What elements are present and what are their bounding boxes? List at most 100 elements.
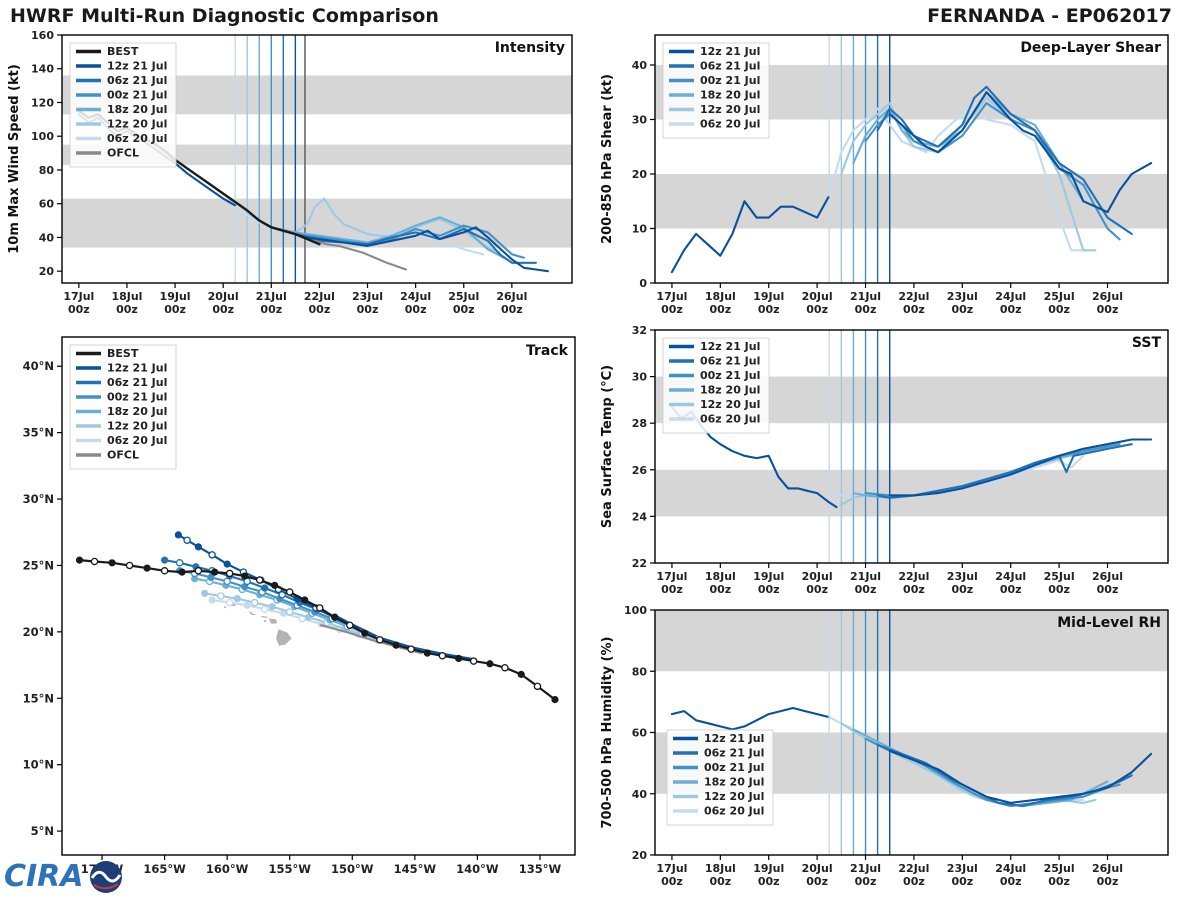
shear-ytick-label: 20	[632, 168, 648, 181]
storm-title: FERNANDA - EP062017	[927, 5, 1172, 27]
track-fix-marker-open	[225, 598, 234, 607]
intensity-legend-label: 00z 21 Jul	[107, 89, 167, 102]
page-title: HWRF Multi-Run Diagnostic Comparison	[10, 5, 439, 27]
shear-legend-box	[662, 42, 770, 139]
sst-ytick-label: 32	[632, 324, 647, 337]
track-fix-marker-open	[194, 567, 203, 575]
cira-logo: CIRA	[4, 859, 122, 894]
track-legend-label: OFCL	[107, 449, 139, 462]
track-fix-marker-open	[501, 663, 509, 672]
track-fix-marker	[361, 629, 369, 637]
rh-ytick-label: 40	[632, 788, 648, 801]
track-fix-marker	[75, 556, 84, 564]
shear-ytick-label: 30	[632, 113, 648, 126]
intensity-ytick-label: 60	[39, 198, 55, 211]
intensity-series-12z 21 Jul	[294, 226, 549, 273]
intensity-legend-label: 06z 21 Jul	[107, 74, 167, 87]
shear-legend-label: 12z 20 Jul	[700, 103, 760, 116]
shear-shaded-band	[655, 173, 1168, 229]
track-fix-marker-open	[125, 561, 134, 570]
track-fix-marker	[194, 543, 202, 551]
track-ytick-label: 5°N	[31, 824, 54, 838]
shear-ytick-label: 40	[632, 59, 648, 72]
intensity-legend-label: 12z 20 Jul	[107, 118, 167, 131]
shear-axes-border	[654, 34, 1169, 284]
hawaii-island	[224, 606, 227, 609]
intensity-xtick-label: 18Jul 00z	[111, 290, 142, 316]
track-fix-marker	[268, 603, 276, 611]
sst-ytick-label: 22	[632, 557, 647, 570]
rh-legend-label: 06z 20 Jul	[704, 805, 764, 818]
rh-xtick-label: 19Jul 00z	[753, 862, 784, 888]
rh-xtick-label: 23Jul 00z	[947, 862, 978, 888]
track-fix-marker	[301, 596, 309, 604]
track-fix-marker	[271, 581, 279, 589]
intensity-legend-label: 06z 20 Jul	[107, 132, 167, 145]
track-fix-marker	[207, 573, 215, 582]
track-xtick-label: 145°W	[394, 862, 437, 876]
sst-shaded-band	[655, 469, 1168, 517]
intensity-legend-box	[69, 42, 177, 168]
track-series-OFCL	[319, 624, 423, 655]
sst-ylabel: Sea Surface Temp (°C)	[600, 365, 615, 528]
track-fix-marker-open	[533, 682, 542, 691]
shear-ylabel: 200-850 hPa Shear (kt)	[600, 74, 615, 244]
track-ytick-label: 30°N	[23, 492, 54, 506]
track-fix-marker-open	[346, 621, 354, 629]
track-fix-marker-open	[260, 605, 269, 614]
track-fix-marker	[223, 560, 231, 568]
shear-xtick-label: 20Jul 00z	[802, 290, 833, 316]
track-xtick-label: 135°W	[519, 862, 562, 876]
track-fix-marker	[392, 641, 400, 649]
track-fix-marker	[161, 556, 169, 564]
track-fix-marker-open	[255, 576, 264, 584]
intensity-ylabel: 10m Max Wind Speed (kt)	[7, 64, 22, 254]
rh-panel: 17Jul 00z 18Jul 00z 19Jul 00z 20Jul 00z 21Jul 00z…	[600, 604, 1169, 888]
track-panel-title: Track	[526, 343, 569, 359]
rh-ylabel: 700-500 hPa Humidity (%)	[600, 637, 615, 829]
track-xtick-label: 140°W	[456, 862, 499, 876]
rh-legend-label: 12z 21 Jul	[704, 732, 764, 745]
track-fix-marker-open	[208, 551, 216, 559]
track-fix-marker	[261, 584, 269, 592]
intensity-panel: 17Jul 00z 18Jul 00z 19Jul 00z 20Jul 00z 21Jul 00z…	[7, 29, 573, 316]
rh-ytick-label: 20	[632, 849, 648, 862]
intensity-xtick-label: 20Jul 00z	[208, 290, 239, 316]
shear-xtick-label: 19Jul 00z	[753, 290, 784, 316]
sst-legend-label: 12z 20 Jul	[700, 398, 760, 411]
track-legend-label: 06z 21 Jul	[107, 376, 167, 389]
sst-xtick-label: 21Jul 00z	[850, 570, 881, 596]
track-fix-marker	[551, 696, 559, 704]
intensity-xtick-label: 22Jul 00z	[304, 290, 335, 316]
intensity-xtick-label: 21Jul 00z	[256, 290, 287, 316]
rh-ytick-label: 80	[632, 665, 648, 678]
rh-xtick-label: 24Jul 00z	[995, 862, 1026, 888]
track-fix-marker	[423, 649, 431, 657]
intensity-xtick-label: 17Jul 00z	[63, 290, 94, 316]
shear-series-06z 21 Jul	[876, 85, 1133, 235]
track-fix-marker-open	[160, 567, 169, 575]
shear-series-12z 21 Jul	[888, 91, 1153, 214]
track-fix-marker-open	[183, 536, 191, 544]
rh-xtick-label: 26Jul 00z	[1092, 862, 1123, 888]
sst-xtick-label: 20Jul 00z	[802, 570, 833, 596]
rh-legend-label: 00z 21 Jul	[704, 761, 764, 774]
shear-ytick-label: 0	[639, 277, 647, 290]
sst-axes-border	[654, 329, 1169, 564]
intensity-xtick-label: 23Jul 00z	[352, 290, 383, 316]
sst-xtick-label: 18Jul 00z	[705, 570, 736, 596]
shear-legend-label: 12z 21 Jul	[700, 45, 760, 58]
rh-legend-label: 18z 20 Jul	[704, 776, 764, 789]
intensity-legend-label: OFCL	[107, 147, 139, 160]
intensity-legend-label: BEST	[107, 45, 139, 58]
intensity-legend-label: 18z 20 Jul	[107, 103, 167, 116]
track-ytick-label: 35°N	[23, 426, 54, 440]
shear-panel: 17Jul 00z 18Jul 00z 19Jul 00z 20Jul 00z 21Jul 00z…	[600, 34, 1169, 316]
rh-xtick-label: 18Jul 00z	[705, 862, 736, 888]
rh-panel-title: Mid-Level RH	[1057, 615, 1161, 631]
track-fix-marker-open	[225, 569, 234, 578]
track-fix-marker	[233, 595, 241, 603]
rh-shaded-band	[655, 610, 1168, 672]
track-axes-border	[61, 336, 576, 856]
intensity-xtick-label: 25Jul 00z	[448, 290, 479, 316]
